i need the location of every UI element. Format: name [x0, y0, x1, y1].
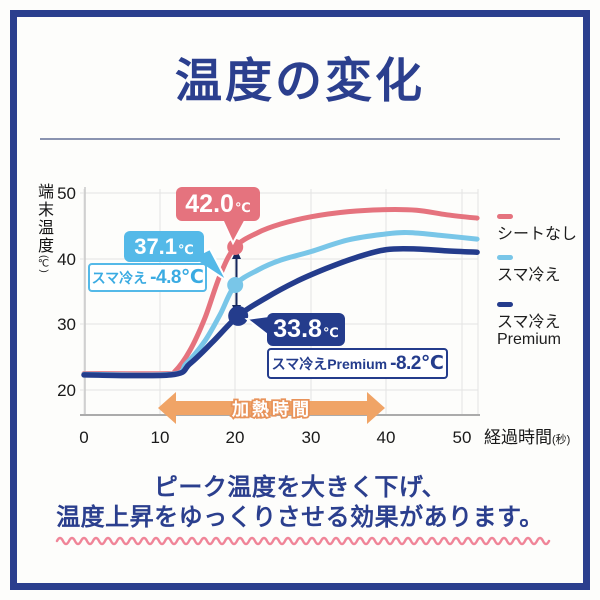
svg-text:50: 50 [453, 428, 472, 447]
y-tick-labels: 50 40 30 20 [57, 184, 76, 400]
footer-line-1: ピーク温度を大きく下げ、 [153, 474, 447, 501]
diff-box-premium: スマ冷えPremium -8.2℃ [267, 348, 448, 379]
heating-time-arrow [158, 392, 385, 424]
svg-text:20: 20 [57, 381, 76, 400]
x-axis-title: 経過時間(秒) [484, 428, 570, 447]
footer-message: ピーク温度を大きく下げ、 温度上昇をゆっくりさせる効果があります。 [0, 473, 600, 533]
callout-pointer-premium [244, 314, 270, 339]
series-line-no-sheet [81, 206, 480, 377]
page-title: 温度の変化 [175, 54, 425, 107]
legend-item-sumahie: スマ冷え [497, 255, 561, 284]
footer-line-2: 温度上昇をゆっくりさせる効果があります。 [56, 504, 544, 531]
svg-text:40: 40 [57, 250, 76, 269]
marker-no-sheet [227, 239, 244, 255]
series-line-premium [81, 245, 480, 379]
wavy-underline [55, 536, 551, 546]
marker-premium [228, 305, 249, 326]
callout-sumahie-peak: 37.1 ℃ [124, 231, 204, 262]
y-axis-title: 端末温度(℃) [35, 183, 52, 273]
legend-swatch-no-sheet [497, 214, 513, 219]
svg-text:50: 50 [57, 184, 76, 203]
svg-text:30: 30 [57, 315, 76, 334]
svg-text:40: 40 [377, 428, 396, 447]
x-tick-labels: 0 10 20 30 40 50 [79, 428, 471, 447]
svg-text:20: 20 [226, 428, 245, 447]
heating-time-label: 加熱時間 [231, 399, 312, 419]
svg-text:0: 0 [79, 428, 88, 447]
legend-swatch-premium [497, 302, 513, 307]
legend-item-no-sheet: シートなし [497, 214, 577, 243]
marker-sumahie [227, 277, 244, 293]
diff-box-sumahie: スマ冷え -4.8℃ [88, 263, 207, 292]
legend-item-premium: スマ冷え Premium [497, 302, 561, 348]
callout-premium-peak: 33.8 ℃ [267, 313, 345, 346]
title-divider [40, 138, 560, 140]
svg-text:10: 10 [151, 428, 170, 447]
legend-swatch-sumahie [497, 255, 513, 260]
callout-no-sheet-peak: 42.0 ℃ [176, 187, 260, 221]
svg-text:30: 30 [302, 428, 321, 447]
outer-frame-border [10, 10, 590, 590]
